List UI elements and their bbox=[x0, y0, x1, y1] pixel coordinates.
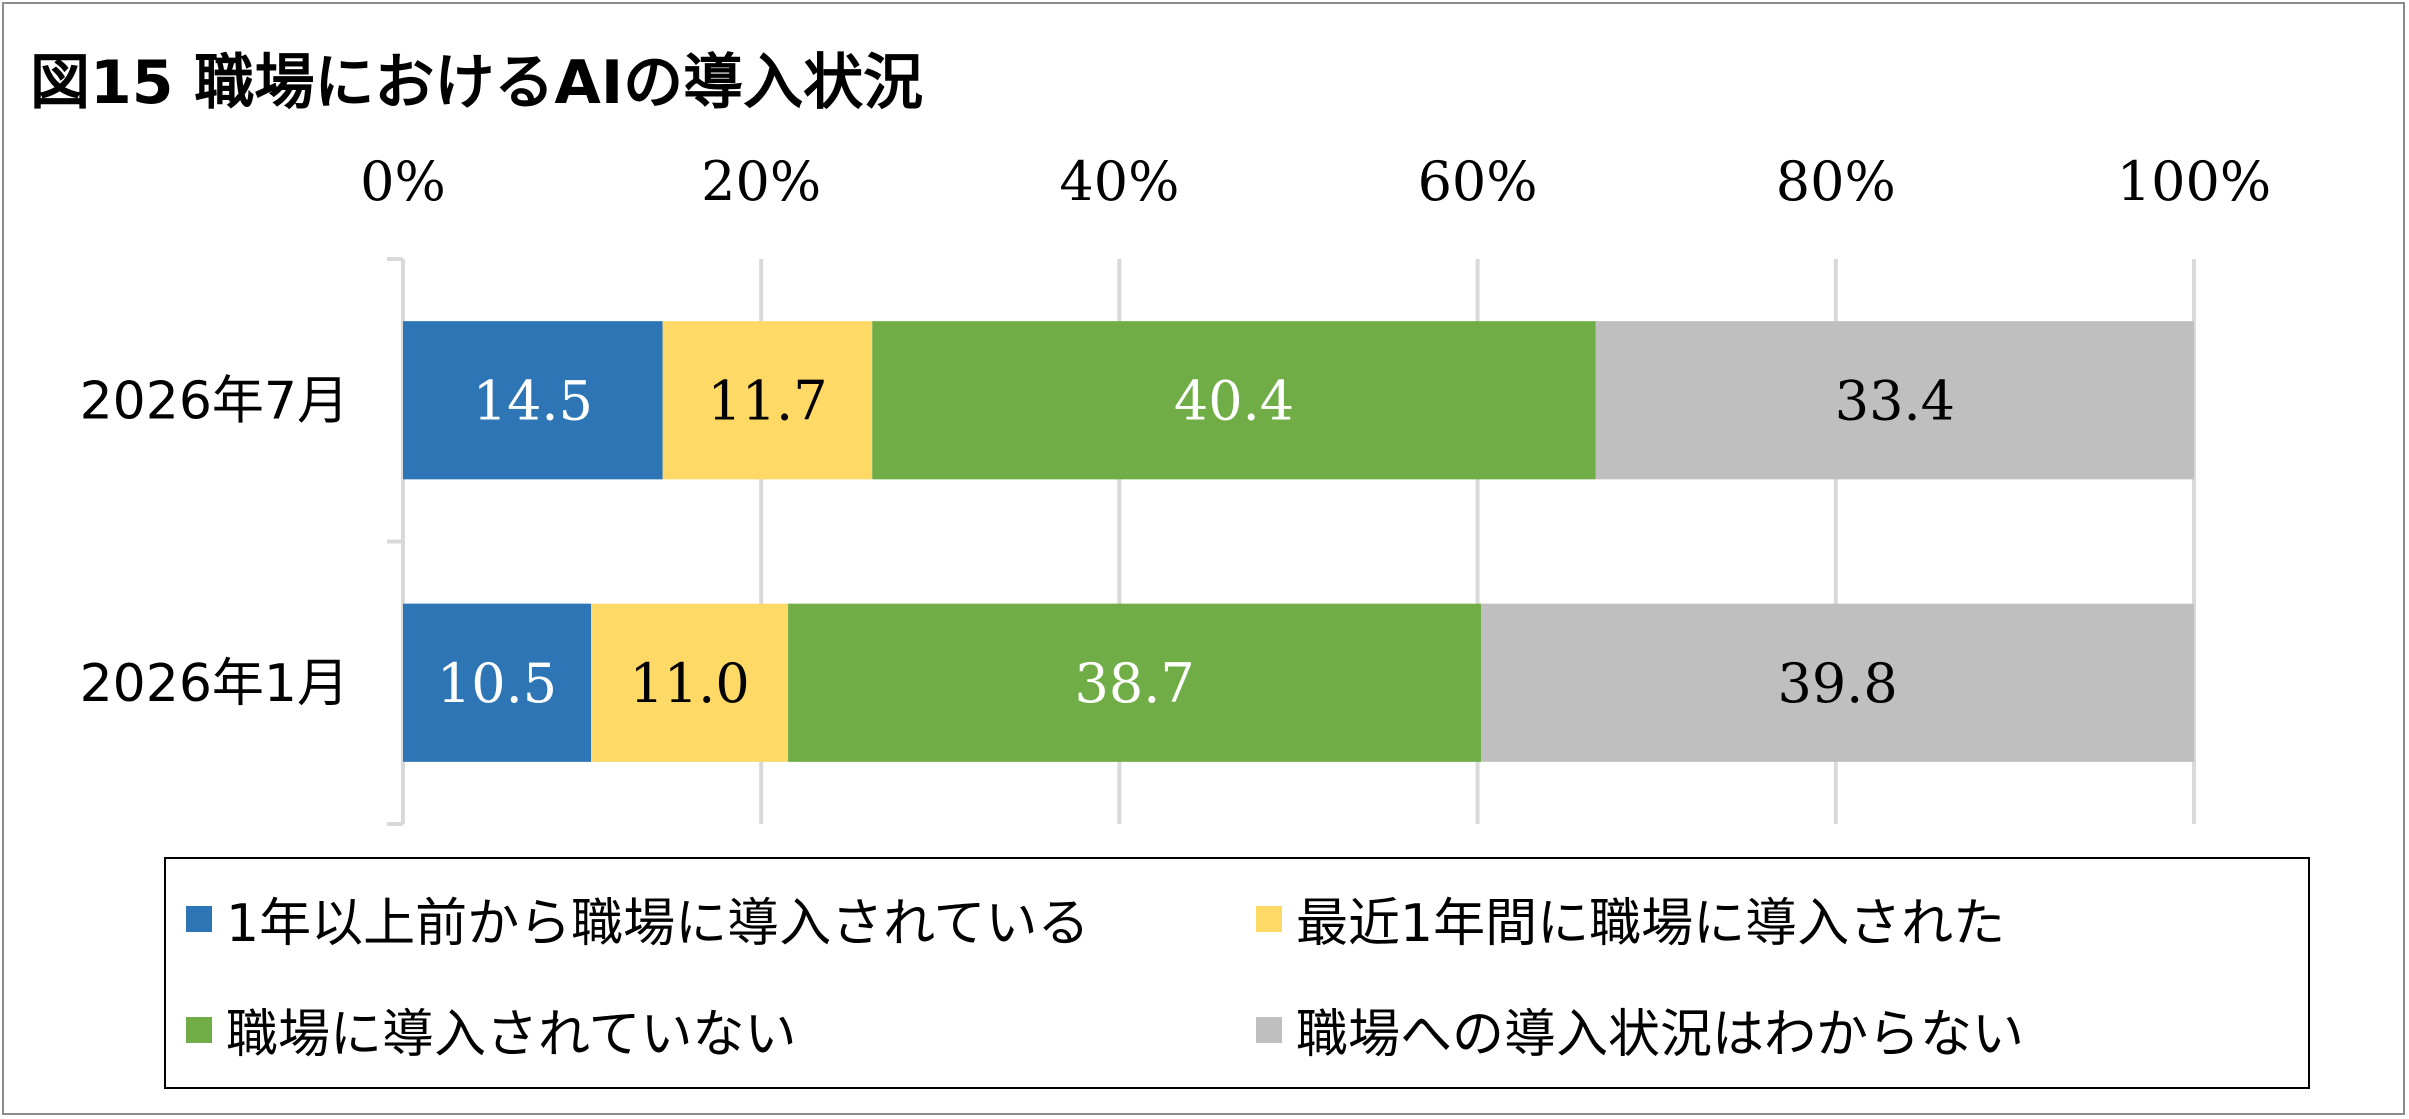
x-tick-label: 80% bbox=[1776, 150, 1896, 213]
data-label: 11.0 bbox=[629, 652, 749, 715]
bar-segment bbox=[591, 603, 789, 762]
data-label: 10.5 bbox=[437, 652, 557, 715]
legend-swatch bbox=[1256, 905, 1282, 932]
x-tick-label: 20% bbox=[701, 150, 821, 213]
bar-segment bbox=[872, 321, 1596, 480]
category-label: 2026年1月 bbox=[80, 654, 349, 714]
bar-segment bbox=[1595, 321, 2194, 480]
bar-segment bbox=[403, 603, 592, 762]
legend-swatch bbox=[1256, 1016, 1282, 1043]
data-label: 38.7 bbox=[1075, 652, 1195, 715]
bar-segment bbox=[403, 321, 663, 480]
data-label: 40.4 bbox=[1174, 369, 1294, 432]
legend-label: 職場に導入されていない bbox=[226, 1005, 797, 1065]
x-tick-label: 0% bbox=[360, 150, 446, 213]
legend-item: 1年以上前から職場に導入されている bbox=[186, 881, 1090, 956]
bar-segment bbox=[662, 321, 873, 480]
data-label: 33.4 bbox=[1835, 369, 1955, 432]
bar-segment bbox=[1481, 603, 2194, 762]
x-tick-label: 60% bbox=[1418, 150, 1538, 213]
legend-swatch bbox=[186, 1016, 212, 1043]
category-label: 2026年7月 bbox=[80, 371, 349, 431]
legend-label: 最近1年間に職場に導入された bbox=[1296, 894, 2006, 954]
stacked-bar-chart: 0% 20% 40% 60% 80% 100% 2026年7月 14.5 11.7 40.4 33.… bbox=[80, 150, 2271, 826]
x-tick-label: 40% bbox=[1059, 150, 1179, 213]
chart-title: 図15 職場におけるAIの導入状況 bbox=[30, 48, 924, 118]
legend-swatch bbox=[186, 905, 212, 932]
data-label: 11.7 bbox=[707, 369, 827, 432]
legend-item: 職場への導入状況はわからない bbox=[1256, 992, 2024, 1067]
data-label: 39.8 bbox=[1777, 652, 1897, 715]
bar-segment bbox=[788, 603, 1482, 762]
x-tick-label: 100% bbox=[2117, 150, 2271, 213]
legend-label: 1年以上前から職場に導入されている bbox=[226, 894, 1090, 954]
legend-item: 職場に導入されていない bbox=[186, 992, 796, 1067]
legend: 1年以上前から職場に導入されている 最近1年間に職場に導入された 職場に導入され… bbox=[164, 857, 2310, 1089]
data-label: 14.5 bbox=[473, 369, 593, 432]
legend-item: 最近1年間に職場に導入された bbox=[1256, 881, 2005, 956]
legend-label: 職場への導入状況はわからない bbox=[1296, 1005, 2025, 1065]
